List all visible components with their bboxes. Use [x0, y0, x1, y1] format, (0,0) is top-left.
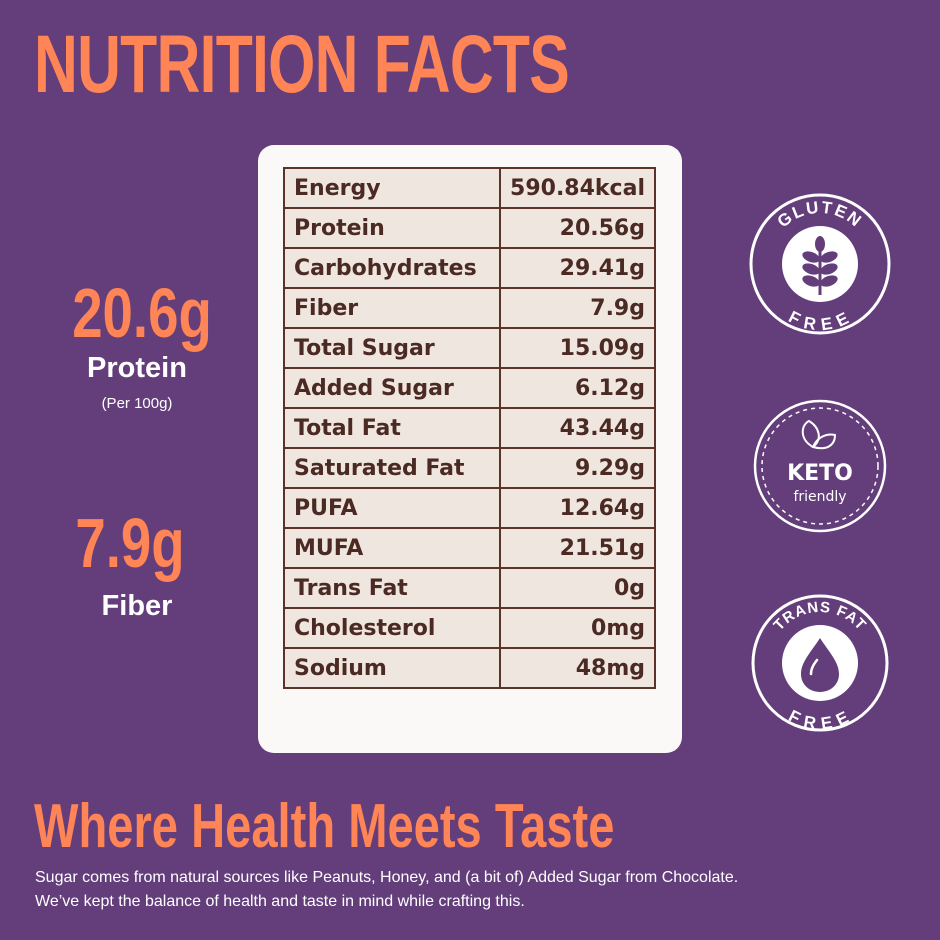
protein-value: 20.6g	[72, 274, 212, 352]
trans-fat-free-badge: TRANS FAT FREE	[751, 594, 889, 733]
keto-friendly-badge: KETO friendly	[753, 399, 887, 533]
nutrient-name: Energy	[282, 167, 502, 209]
description-line-2: We’ve kept the balance of health and tas…	[35, 893, 525, 910]
nutrient-amount: 12.64g	[499, 487, 656, 529]
nutrient-amount: 590.84kcal	[499, 167, 656, 209]
page-title: NUTRITION FACTS	[34, 19, 570, 110]
nutrient-amount: 29.41g	[499, 247, 656, 289]
table-row: Saturated Fat 9.29g	[282, 447, 656, 489]
keto-label: KETO	[787, 461, 853, 486]
droplet-icon	[801, 638, 839, 692]
nutrition-table: Energy 590.84kcal Protein 20.56g Carbohydr…	[282, 167, 656, 689]
nutrient-amount: 48mg	[499, 647, 656, 689]
nutrient-amount: 0g	[499, 567, 656, 609]
nutrient-name: Trans Fat	[282, 567, 502, 609]
protein-label: Protein	[87, 352, 187, 384]
gluten-free-badge: GLUTEN FREE	[749, 193, 891, 335]
nutrient-name: Sodium	[282, 647, 502, 689]
nutrient-name: Cholesterol	[282, 607, 502, 649]
nutrient-name: Fiber	[282, 287, 502, 329]
table-row: Total Fat 43.44g	[282, 407, 656, 449]
friendly-label: friendly	[793, 489, 846, 505]
svg-text:FREE: FREE	[786, 307, 855, 334]
nutrient-name: Saturated Fat	[282, 447, 502, 489]
table-row: Added Sugar 6.12g	[282, 367, 656, 409]
nutrient-amount: 6.12g	[499, 367, 656, 409]
table-row: Carbohydrates 29.41g	[282, 247, 656, 289]
nutrient-amount: 15.09g	[499, 327, 656, 369]
table-row: Protein 20.56g	[282, 207, 656, 249]
nutrient-name: Protein	[282, 207, 502, 249]
nutrient-name: Total Sugar	[282, 327, 502, 369]
nutrient-amount: 7.9g	[499, 287, 656, 329]
nutrient-name: Total Fat	[282, 407, 502, 449]
fiber-value: 7.9g	[75, 504, 185, 582]
free-label: FREE	[786, 307, 852, 334]
nutrient-amount: 20.56g	[499, 207, 656, 249]
table-row: Total Sugar 15.09g	[282, 327, 656, 369]
nutrient-name: MUFA	[282, 527, 502, 569]
table-row: Trans Fat 0g	[282, 567, 656, 609]
table-row: Energy 590.84kcal	[282, 167, 656, 209]
protein-per-100g: (Per 100g)	[101, 395, 173, 412]
leaves-icon	[801, 419, 837, 450]
table-row: Cholesterol 0mg	[282, 607, 656, 649]
nutrient-amount: 21.51g	[499, 527, 656, 569]
table-row: Fiber 7.9g	[282, 287, 656, 329]
description-line-1: Sugar comes from natural sources like Pe…	[35, 869, 739, 886]
description: Sugar comes from natural sources like Pe…	[35, 866, 915, 914]
fiber-label: Fiber	[101, 590, 173, 622]
nutrient-name: Added Sugar	[282, 367, 502, 409]
nutrient-name: PUFA	[282, 487, 502, 529]
wheat-icon	[802, 236, 838, 295]
tagline: Where Health Meets Taste	[34, 792, 615, 861]
nutrient-amount: 43.44g	[499, 407, 656, 449]
table-row: MUFA 21.51g	[282, 527, 656, 569]
nutrient-amount: 0mg	[499, 607, 656, 649]
nutrient-name: Carbohydrates	[282, 247, 502, 289]
nutrient-amount: 9.29g	[499, 447, 656, 489]
table-row: PUFA 12.64g	[282, 487, 656, 529]
table-row: Sodium 48mg	[282, 647, 656, 689]
